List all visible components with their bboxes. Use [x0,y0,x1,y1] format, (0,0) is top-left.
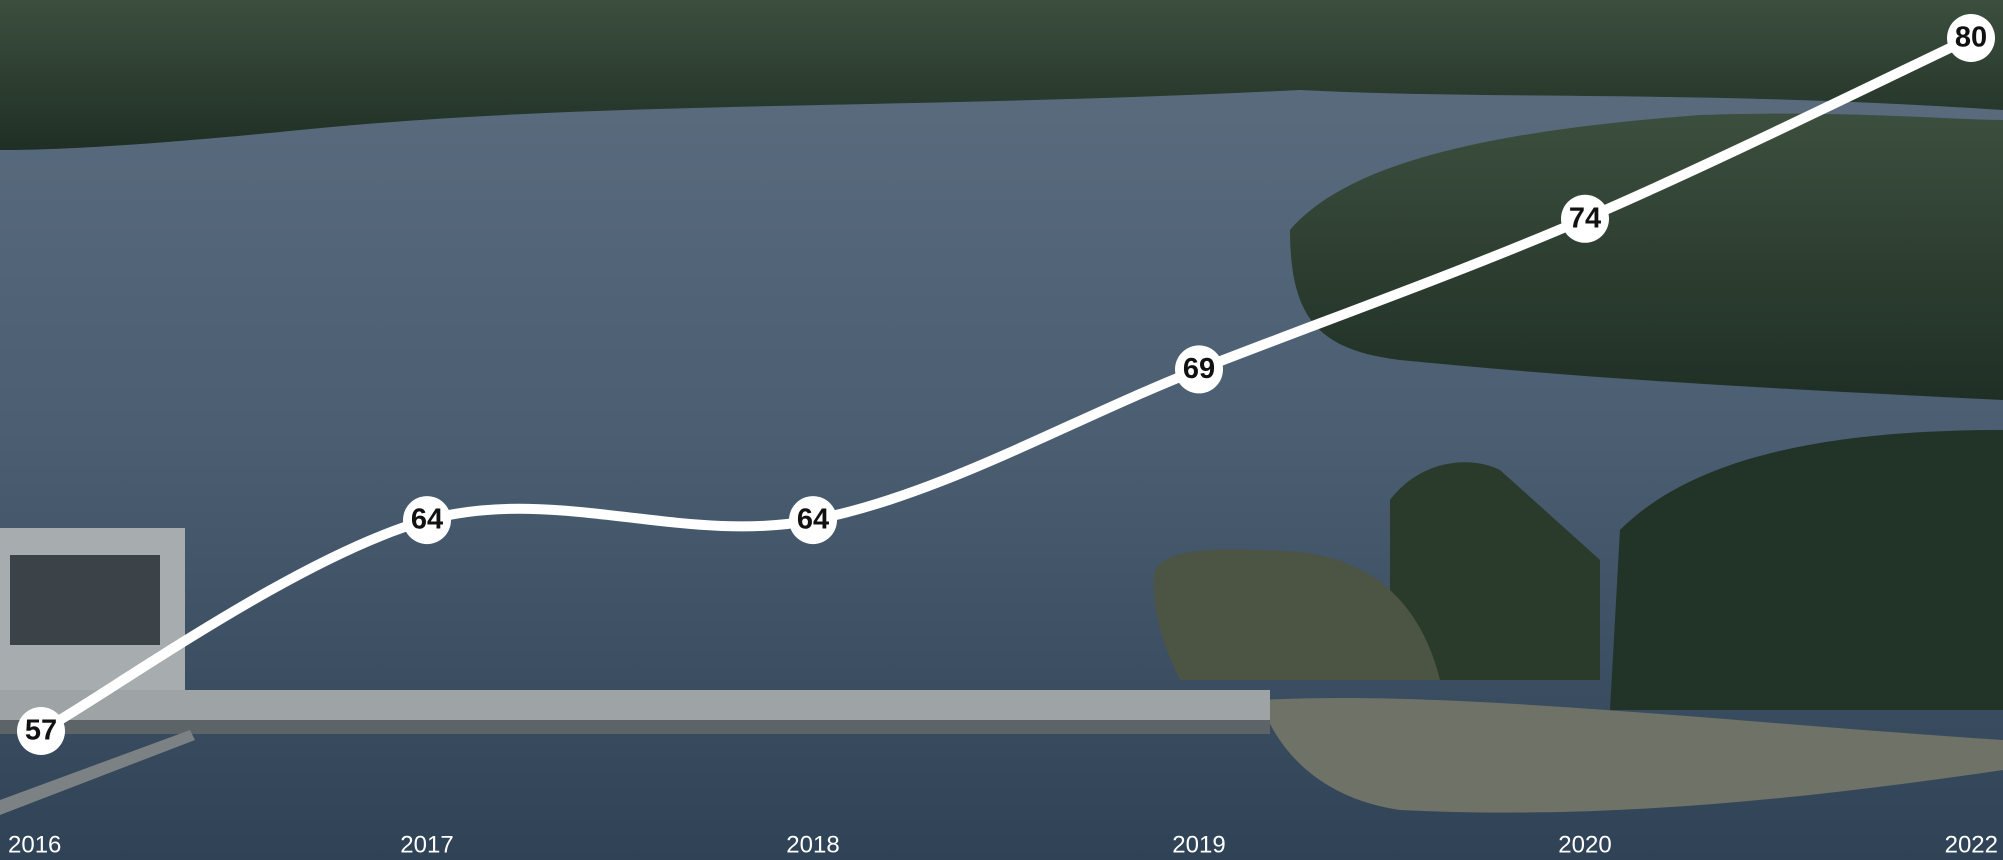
data-label: 74 [1569,202,1601,234]
point [1947,14,1995,62]
point [1175,345,1223,394]
point [789,496,837,545]
point [17,707,65,755]
plot-area: 2016 2017 2018 2019 2020 2022 57 64 64 69 74 80 [8,14,1998,858]
x-tick-label: 2017 [400,831,453,858]
data-label: 80 [1955,22,1987,54]
data-label: 57 [25,715,57,747]
x-tick-label: 2020 [1558,831,1611,858]
data-label: 69 [1183,353,1215,385]
x-tick-label: 2016 [8,831,61,858]
x-tick-label: 2019 [1172,831,1225,858]
x-tick-label: 2018 [786,831,839,858]
point [1561,194,1609,243]
line [36,33,1976,736]
data-label: 64 [797,504,829,536]
x-tick-label: 2022 [1945,831,1998,858]
data-label: 64 [411,504,443,536]
point [403,496,451,545]
